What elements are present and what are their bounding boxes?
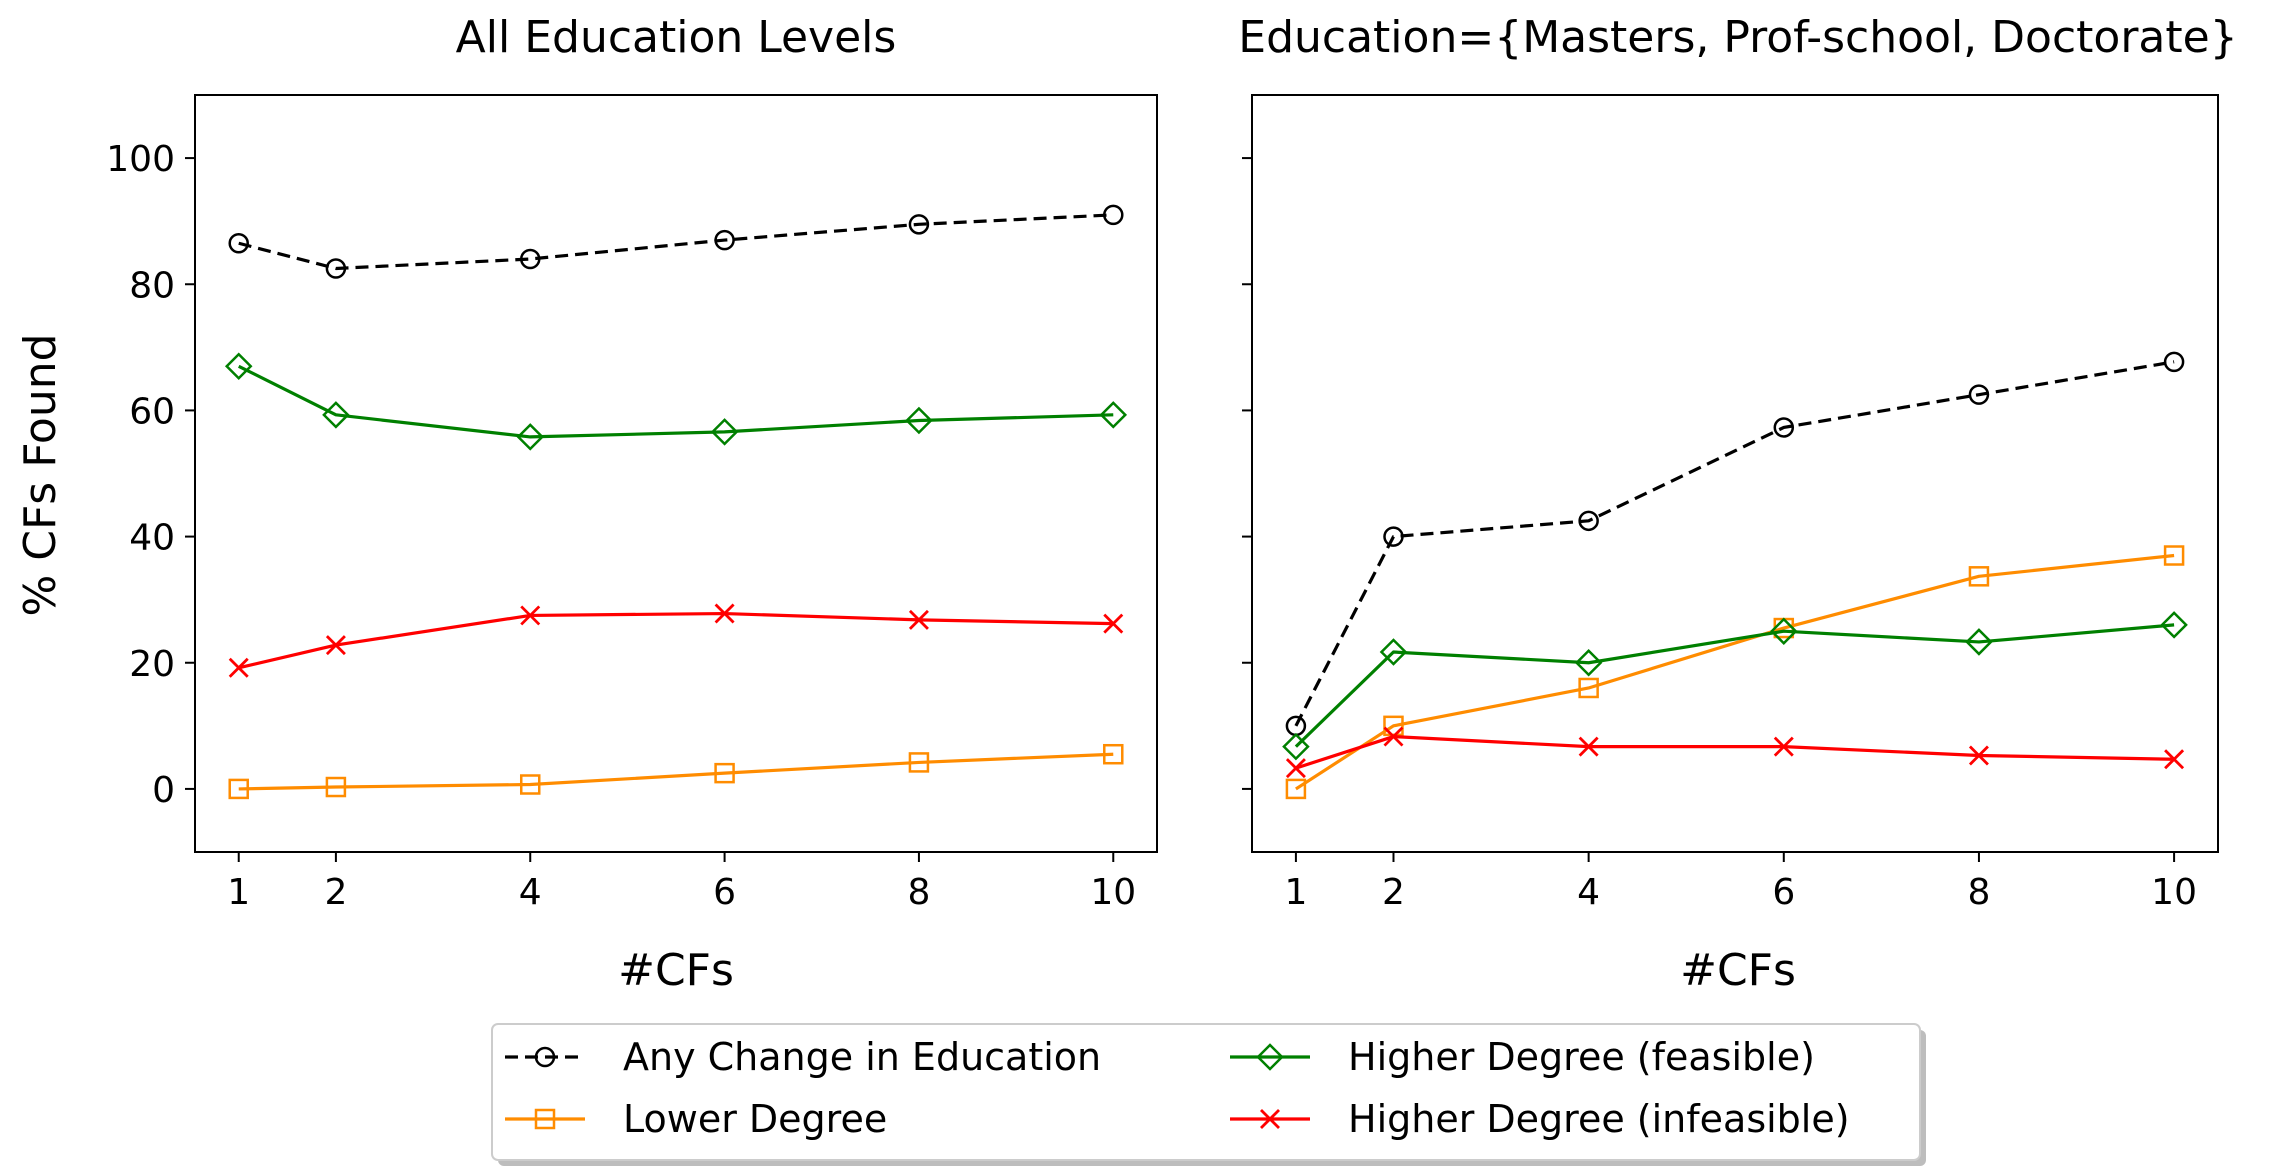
right-x-tick-label: 8 xyxy=(1967,872,1990,913)
legend-marker-higher-degree-infeasible xyxy=(1260,1109,1280,1129)
right-data-point-higher-degree-infeasible xyxy=(1773,736,1794,757)
right-data-point-any-change-in-education xyxy=(2163,351,2185,373)
left-x-axis-label: #CFs xyxy=(618,945,734,996)
legend: Any Change in Education Higher Degree (fe… xyxy=(491,1023,1926,1166)
right-series-line-higher-degree-infeasible xyxy=(1295,734,2175,770)
right-data-point-lower-degree xyxy=(2163,545,2185,566)
legend-marker-lower-degree xyxy=(534,1108,556,1130)
legend-label-lower-degree: Lower Degree xyxy=(623,1097,887,1141)
left-series-layer xyxy=(224,204,1128,800)
left-data-point-higher-degree-feasible xyxy=(1099,401,1128,429)
right-data-point-any-change-in-education xyxy=(1773,417,1795,438)
right-data-point-higher-degree-feasible xyxy=(2160,611,2188,639)
right-data-point-higher-degree-feasible xyxy=(1574,648,1603,677)
right-data-point-higher-degree-infeasible xyxy=(1285,758,1306,779)
left-y-tick-label: 100 xyxy=(106,139,175,180)
left-series-line-any-change-in-education xyxy=(238,213,1114,271)
left-data-point-any-change-in-education xyxy=(908,214,930,235)
left-data-point-higher-degree-feasible xyxy=(322,401,350,429)
left-data-point-any-change-in-education xyxy=(1103,204,1124,226)
left-chart-title: All Education Levels xyxy=(456,12,897,63)
left-data-point-higher-degree-infeasible xyxy=(520,605,541,626)
right-data-point-higher-degree-infeasible xyxy=(1578,736,1599,757)
right-data-point-higher-degree-feasible xyxy=(1379,638,1408,666)
right-data-point-lower-degree xyxy=(1968,566,1990,587)
legend-label-higher-degree-infeasible: Higher Degree (infeasible) xyxy=(1348,1097,1850,1141)
right-series-layer xyxy=(1282,351,2188,800)
right-series-line-lower-degree xyxy=(1295,553,2175,791)
legend-label-higher-degree-feasible: Higher Degree (feasible) xyxy=(1348,1035,1815,1079)
left-data-point-higher-degree-infeasible xyxy=(325,635,346,656)
right-data-point-higher-degree-infeasible xyxy=(2164,749,2185,770)
left-data-point-any-change-in-education xyxy=(519,248,541,270)
left-data-point-higher-degree-infeasible xyxy=(228,657,249,678)
left-data-point-higher-degree-infeasible xyxy=(1103,613,1124,634)
right-plot-frame xyxy=(1251,94,2219,853)
right-data-point-any-change-in-education xyxy=(1578,510,1599,532)
left-data-point-higher-degree-feasible xyxy=(516,423,545,451)
legend-marker-higher-degree-feasible xyxy=(1256,1043,1284,1071)
right-chart-title: Education={Masters, Prof-school, Doctora… xyxy=(1238,12,2237,63)
right-series-line-any-change-in-education xyxy=(1294,360,2175,727)
left-x-tick-label: 6 xyxy=(713,872,736,913)
left-series-line-lower-degree xyxy=(238,752,1114,791)
right-data-point-higher-degree-infeasible xyxy=(1968,745,1989,766)
left-data-point-any-change-in-education xyxy=(714,229,735,251)
left-x-tick-label: 1 xyxy=(227,872,250,913)
left-y-tick-label: 80 xyxy=(129,265,175,306)
left-data-point-higher-degree-feasible xyxy=(905,406,933,435)
right-data-point-any-change-in-education xyxy=(1968,384,1990,405)
left-data-point-lower-degree xyxy=(519,774,541,795)
left-data-point-higher-degree-feasible xyxy=(224,352,253,381)
left-data-point-higher-degree-feasible xyxy=(710,418,739,446)
left-y-axis-label: % CFs Found xyxy=(15,333,66,616)
right-axes: 1 2 4 6 8 10 xyxy=(1242,157,2197,913)
left-data-point-lower-degree xyxy=(714,762,735,784)
right-x-tick-label: 10 xyxy=(2151,872,2197,913)
left-series-line-higher-degree-feasible xyxy=(238,364,1114,439)
right-chart-panel: Education={Masters, Prof-school, Doctora… xyxy=(1238,12,2237,996)
right-data-point-higher-degree-feasible xyxy=(1965,628,1993,656)
left-data-point-lower-degree xyxy=(908,752,930,773)
legend-label-any-change-in-education: Any Change in Education xyxy=(623,1035,1101,1079)
right-x-tick-label: 4 xyxy=(1577,872,1600,913)
right-x-tick-label: 2 xyxy=(1382,872,1405,913)
left-chart-panel: All Education Levels % CFs Found #CFs 1 2… xyxy=(15,12,1158,996)
right-series-line-higher-degree-feasible xyxy=(1294,623,2175,748)
legend-box xyxy=(491,1023,1921,1161)
left-data-point-lower-degree xyxy=(1103,743,1124,765)
right-data-point-higher-degree-infeasible xyxy=(1383,726,1404,747)
left-data-point-higher-degree-infeasible xyxy=(714,603,735,624)
left-data-point-any-change-in-education xyxy=(228,232,249,254)
right-data-point-any-change-in-education xyxy=(1383,526,1404,547)
left-series-line-higher-degree-infeasible xyxy=(238,611,1114,670)
left-data-point-higher-degree-infeasible xyxy=(908,609,929,630)
right-data-point-lower-degree xyxy=(1285,778,1307,800)
right-data-point-lower-degree xyxy=(1578,677,1599,699)
left-x-tick-label: 2 xyxy=(324,872,347,913)
right-x-tick-label: 6 xyxy=(1772,872,1795,913)
left-x-tick-label: 8 xyxy=(907,872,930,913)
right-x-tick-label: 1 xyxy=(1284,872,1307,913)
left-y-tick-label: 40 xyxy=(129,518,175,559)
right-x-axis-label: #CFs xyxy=(1680,945,1796,996)
right-data-point-higher-degree-feasible xyxy=(1282,732,1310,761)
legend-marker-any-change-in-education xyxy=(534,1046,556,1068)
left-y-tick-label: 20 xyxy=(129,644,175,685)
left-x-tick-label: 10 xyxy=(1090,872,1136,913)
left-y-tick-label: 60 xyxy=(129,391,175,432)
left-y-tick-label: 0 xyxy=(152,770,175,811)
left-x-tick-label: 4 xyxy=(519,872,542,913)
left-data-point-lower-degree xyxy=(228,778,249,800)
right-data-point-higher-degree-feasible xyxy=(1770,617,1798,645)
left-plot-frame xyxy=(194,94,1158,853)
left-data-point-lower-degree xyxy=(325,776,347,798)
legend-items: Any Change in Education Higher Degree (fe… xyxy=(505,1035,1850,1141)
left-data-point-any-change-in-education xyxy=(325,258,347,279)
